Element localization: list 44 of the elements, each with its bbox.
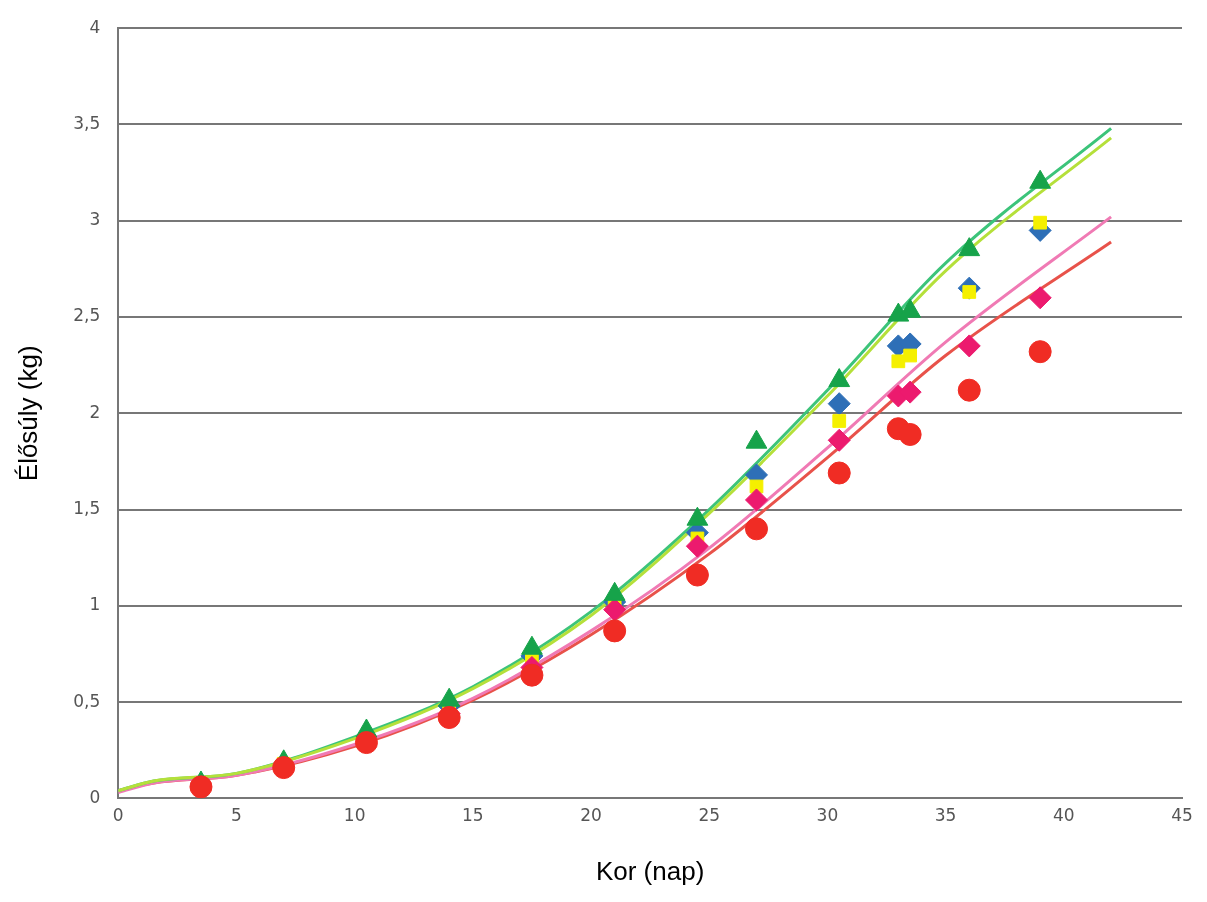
y-tick-label: 1,5 [73,498,101,518]
point [903,348,918,363]
point [603,598,627,622]
x-tick-label: 20 [580,805,602,826]
y-tick-label: 4 [89,16,101,37]
x-tick-label: 10 [343,805,366,826]
point [1033,215,1048,230]
point [744,517,768,541]
point [272,756,296,780]
x-tick-label: 40 [1052,805,1075,826]
point [827,392,851,416]
y-axis-title: Élősúly (kg) [12,345,43,482]
x-tick-label: 30 [816,805,839,826]
x-tick-label: 15 [462,805,484,826]
point [685,534,709,558]
x-tick-label: 35 [934,805,957,826]
point [827,428,851,452]
point [744,488,768,512]
x-axis-title: Kor (nap) [595,855,705,886]
point [957,334,981,358]
x-tick-label: 0 [112,805,124,826]
point [1028,340,1052,364]
y-tick-label: 2 [89,401,101,422]
point [1028,286,1052,310]
point [898,422,922,446]
point [520,663,544,687]
y-tick-label: 2,5 [73,305,101,326]
point [603,619,627,643]
y-tick-label: 1 [89,594,101,615]
y-tick-label: 3 [89,209,101,230]
y-tick-label: 0,5 [73,690,101,711]
point [957,378,981,402]
y-tick-label: 0 [89,786,101,807]
point [827,461,851,485]
x-tick-label: 45 [1171,805,1193,826]
point [354,731,378,755]
point [437,706,461,730]
point [891,354,906,369]
y-tick-label: 3,5 [73,112,101,133]
x-tick-label: 25 [698,805,721,826]
point [832,414,847,428]
x-tick-label: 5 [231,805,242,826]
point [189,775,213,799]
point [685,563,709,587]
